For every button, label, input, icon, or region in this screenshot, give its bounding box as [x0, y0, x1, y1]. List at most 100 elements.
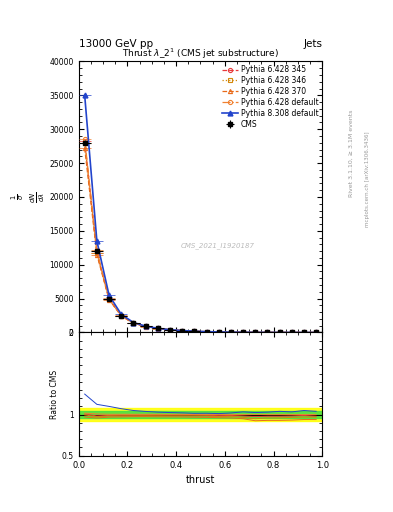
Pythia 8.308 default [143, 323, 148, 329]
Pythia 6.428 370 [314, 329, 318, 335]
Pythia 6.428 370 [155, 326, 160, 332]
Pythia 6.428 370 [265, 329, 270, 335]
Pythia 8.308 default [95, 238, 99, 244]
Line: Pythia 6.428 default: Pythia 6.428 default [83, 137, 318, 334]
Pythia 8.308 default [228, 329, 233, 335]
Pythia 6.428 default [241, 329, 245, 335]
Pythia 6.428 346 [265, 329, 270, 335]
Pythia 6.428 346 [302, 329, 307, 335]
Pythia 8.308 default [107, 292, 112, 298]
Pythia 6.428 345 [314, 329, 318, 335]
Title: Thrust $\lambda\_2^1$ (CMS jet substructure): Thrust $\lambda\_2^1$ (CMS jet substruct… [122, 47, 279, 61]
Pythia 6.428 345 [265, 329, 270, 335]
Pythia 6.428 345 [192, 328, 196, 334]
Pythia 6.428 346 [131, 320, 136, 326]
Pythia 6.428 346 [167, 327, 172, 333]
Pythia 6.428 345 [241, 329, 245, 335]
Pythia 8.308 default [265, 329, 270, 335]
Pythia 6.428 345 [143, 324, 148, 330]
Y-axis label: $\frac{1}{\sigma}$
$\frac{dN}{d\lambda}$: $\frac{1}{\sigma}$ $\frac{dN}{d\lambda}$ [9, 191, 47, 203]
Pythia 6.428 346 [277, 329, 282, 335]
Pythia 6.428 default [192, 328, 196, 334]
Pythia 6.428 default [204, 329, 209, 335]
Pythia 6.428 370 [131, 320, 136, 326]
Pythia 6.428 370 [289, 329, 294, 335]
Pythia 6.428 345 [131, 320, 136, 326]
Pythia 6.428 345 [216, 329, 221, 335]
Pythia 6.428 345 [228, 329, 233, 335]
Pythia 6.428 346 [314, 329, 318, 335]
Pythia 6.428 370 [119, 313, 123, 319]
Pythia 6.428 370 [95, 251, 99, 258]
Pythia 6.428 default [131, 320, 136, 326]
Pythia 6.428 default [167, 327, 172, 333]
Pythia 6.428 346 [253, 329, 257, 335]
Line: Pythia 6.428 345: Pythia 6.428 345 [83, 139, 318, 334]
Text: CMS_2021_I1920187: CMS_2021_I1920187 [180, 242, 255, 249]
Line: Pythia 6.428 346: Pythia 6.428 346 [83, 141, 318, 334]
Pythia 8.308 default [155, 325, 160, 331]
Pythia 6.428 default [155, 325, 160, 331]
Pythia 6.428 345 [204, 329, 209, 335]
Pythia 6.428 346 [83, 140, 87, 146]
Pythia 6.428 default [216, 329, 221, 335]
Pythia 6.428 default [228, 329, 233, 335]
Pythia 6.428 default [119, 312, 123, 318]
Pythia 6.428 346 [119, 313, 123, 319]
Pythia 6.428 370 [107, 296, 112, 303]
Pythia 6.428 345 [119, 313, 123, 319]
Pythia 6.428 370 [277, 329, 282, 335]
Pythia 6.428 345 [167, 327, 172, 333]
Pythia 6.428 370 [253, 329, 257, 335]
Pythia 6.428 345 [107, 296, 112, 302]
Pythia 8.308 default [216, 329, 221, 335]
Pythia 6.428 default [265, 329, 270, 335]
Pythia 8.308 default [277, 329, 282, 335]
Pythia 6.428 default [95, 247, 99, 253]
Pythia 6.428 345 [83, 138, 87, 144]
Pythia 6.428 default [143, 323, 148, 329]
Pythia 8.308 default [131, 319, 136, 326]
Pythia 8.308 default [241, 329, 245, 335]
Pythia 6.428 default [83, 136, 87, 142]
Pythia 6.428 370 [302, 329, 307, 335]
Pythia 6.428 370 [228, 329, 233, 335]
Pythia 6.428 345 [253, 329, 257, 335]
Pythia 8.308 default [167, 327, 172, 333]
Pythia 6.428 default [302, 329, 307, 335]
Pythia 6.428 default [314, 329, 318, 335]
Pythia 6.428 370 [143, 324, 148, 330]
Pythia 8.308 default [192, 328, 196, 334]
Pythia 6.428 346 [241, 329, 245, 335]
X-axis label: thrust: thrust [186, 475, 215, 485]
Pythia 6.428 370 [241, 329, 245, 335]
Pythia 6.428 345 [95, 249, 99, 255]
Pythia 6.428 346 [204, 329, 209, 335]
Text: Jets: Jets [303, 38, 322, 49]
Legend: Pythia 6.428 345, Pythia 6.428 346, Pythia 6.428 370, Pythia 6.428 default, Pyth: Pythia 6.428 345, Pythia 6.428 346, Pyth… [221, 63, 320, 131]
Pythia 6.428 default [277, 329, 282, 335]
Pythia 6.428 default [107, 295, 112, 302]
Pythia 6.428 346 [216, 329, 221, 335]
Line: Pythia 6.428 370: Pythia 6.428 370 [83, 146, 318, 334]
Pythia 6.428 370 [83, 145, 87, 151]
Pythia 6.428 370 [180, 328, 184, 334]
Line: Pythia 8.308 default: Pythia 8.308 default [82, 93, 319, 335]
Pythia 6.428 346 [107, 296, 112, 302]
Text: 13000 GeV pp: 13000 GeV pp [79, 38, 153, 49]
Pythia 6.428 345 [302, 329, 307, 335]
Text: mcplots.cern.ch [arXiv:1306.3436]: mcplots.cern.ch [arXiv:1306.3436] [365, 132, 370, 227]
Pythia 6.428 346 [228, 329, 233, 335]
Pythia 6.428 345 [180, 328, 184, 334]
Pythia 8.308 default [314, 329, 318, 335]
Pythia 8.308 default [302, 329, 307, 335]
Pythia 6.428 345 [155, 325, 160, 331]
Y-axis label: Ratio to CMS: Ratio to CMS [50, 370, 59, 419]
Pythia 6.428 346 [143, 324, 148, 330]
Pythia 6.428 345 [277, 329, 282, 335]
Pythia 6.428 346 [95, 250, 99, 257]
Pythia 6.428 default [253, 329, 257, 335]
Pythia 8.308 default [253, 329, 257, 335]
Pythia 6.428 default [180, 328, 184, 334]
Pythia 8.308 default [204, 329, 209, 335]
